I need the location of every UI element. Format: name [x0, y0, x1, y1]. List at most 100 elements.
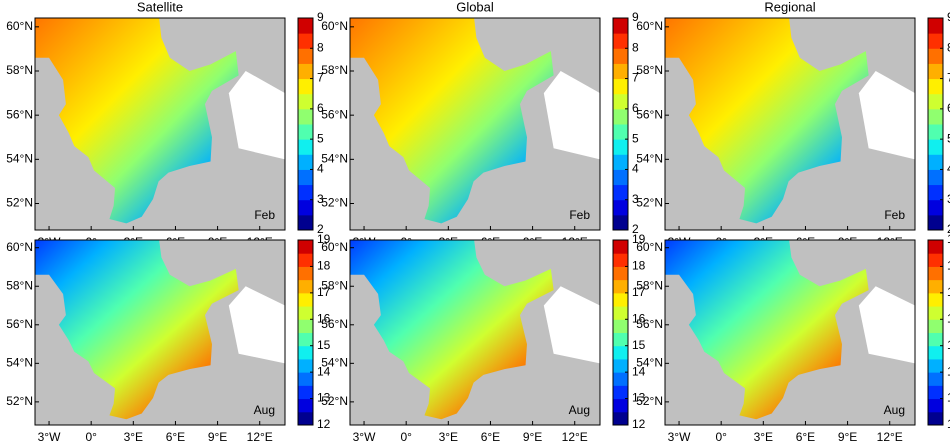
colorbar-cell [613, 398, 628, 413]
colorbar-cell [928, 214, 943, 231]
colorbar-cell [613, 214, 628, 231]
colorbar-cell [928, 154, 943, 170]
sea [35, 240, 239, 420]
colorbar-cell [298, 385, 313, 400]
colorbar-cell [613, 240, 628, 254]
colorbar-cell [298, 345, 313, 360]
colorbar-frame [927, 239, 944, 426]
colorbar-cell [613, 266, 628, 281]
lat-label: 52°N [636, 394, 663, 408]
lon-label: 3°W [38, 430, 61, 443]
colorbar-label: 16 [632, 311, 646, 325]
colorbar-cell [928, 184, 943, 201]
colorbar-cell [298, 266, 313, 281]
colorbar-label: 6 [947, 101, 950, 115]
map [665, 18, 915, 230]
colorbar-label: 2 [947, 222, 950, 236]
colorbar-label: 15 [947, 338, 950, 352]
colorbar-cell [613, 124, 628, 140]
colorbar-cell [613, 184, 628, 201]
lat-label: 58°N [321, 63, 348, 77]
colorbar-label: 5 [632, 131, 639, 145]
colorbar-cell [613, 306, 628, 320]
sea [665, 18, 869, 224]
lat-label: 52°N [636, 196, 663, 210]
colorbar-label: 9 [947, 10, 950, 24]
colorbar-cell [298, 108, 313, 125]
colorbar-cell [928, 199, 943, 216]
map-frame [34, 17, 286, 231]
colorbar-label: 8 [947, 40, 950, 54]
colorbar-cell [298, 358, 313, 373]
colorbar-cell [613, 319, 628, 333]
colorbar-label: 15 [317, 338, 331, 352]
colorbar-cell [928, 345, 943, 360]
colorbar-cell [298, 372, 313, 386]
colorbar-cell [928, 108, 943, 125]
colorbar-label: 3 [947, 192, 950, 206]
inland [543, 286, 600, 364]
month-label: Aug [884, 403, 905, 417]
lat-label: 54°N [636, 152, 663, 166]
lat-label: 52°N [6, 196, 33, 210]
colorbar-cell [298, 279, 313, 294]
lat-label: 60°N [636, 240, 663, 254]
colorbar-cell [928, 63, 943, 80]
colorbar-label: 12 [317, 417, 331, 431]
lat-label: 58°N [636, 278, 663, 292]
map-frame [349, 239, 601, 426]
colorbar-label: 13 [632, 391, 646, 405]
colorbar-cell [613, 411, 628, 426]
lat-label: 60°N [6, 19, 33, 33]
sea [665, 240, 869, 420]
colorbar-cell [298, 63, 313, 80]
inland [543, 71, 600, 160]
colorbar-cell [928, 139, 943, 155]
lat-label: 56°N [6, 317, 33, 331]
sea [350, 240, 554, 420]
map [350, 240, 600, 425]
colorbar-cell [928, 78, 943, 95]
map-frame [664, 17, 916, 231]
lat-label: 58°N [6, 63, 33, 77]
colorbar-cell [928, 124, 943, 140]
lon-label: 9°E [208, 430, 227, 443]
colorbar-cell [613, 199, 628, 216]
lon-label: 0° [715, 430, 727, 443]
colorbar-cell [613, 292, 628, 307]
colorbar-label: 19 [947, 232, 950, 246]
colorbar-frame [612, 17, 629, 231]
colorbar-label: 17 [317, 285, 331, 299]
lat-label: 52°N [6, 394, 33, 408]
colorbar-cell [298, 398, 313, 413]
colorbar-label: 3 [632, 192, 639, 206]
colorbar-cell [298, 33, 313, 49]
colorbar-label: 17 [632, 285, 646, 299]
panel-title: Global [456, 0, 494, 14]
colorbar-label: 18 [317, 259, 331, 273]
colorbar-cell [298, 199, 313, 216]
colorbar-cell [613, 345, 628, 360]
colorbar-label: 3 [317, 192, 324, 206]
lon-label: 6°E [481, 430, 500, 443]
colorbar-cell [928, 253, 943, 267]
colorbar-cell [928, 306, 943, 320]
lat-label: 54°N [321, 152, 348, 166]
colorbar-cell [613, 33, 628, 49]
map [665, 240, 915, 425]
lon-label: 0° [85, 430, 97, 443]
colorbar-frame [927, 17, 944, 231]
colorbar-cell [928, 332, 943, 347]
colorbar-label: 17 [947, 285, 950, 299]
colorbar-cell [928, 33, 943, 49]
lat-label: 56°N [321, 107, 348, 121]
lat-label: 56°N [321, 317, 348, 331]
inland [858, 286, 915, 364]
colorbar-cell [298, 292, 313, 307]
map-frame [349, 17, 601, 231]
colorbar-label: 12 [632, 417, 646, 431]
colorbar-cell [298, 319, 313, 333]
colorbar-cell [613, 372, 628, 386]
sea [350, 18, 554, 224]
